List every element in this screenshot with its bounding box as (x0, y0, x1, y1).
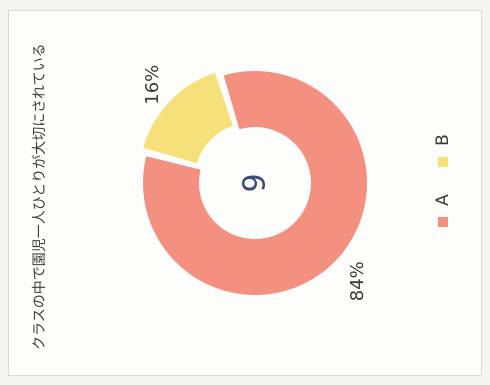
chart-frame (8, 10, 482, 376)
data-label-A: 84% (347, 261, 368, 301)
slice-B (143, 72, 233, 164)
legend-label-A: A (433, 194, 453, 206)
legend-swatch-B (438, 157, 448, 167)
slice-A (143, 70, 367, 295)
center-label: 9 (238, 173, 273, 192)
legend-label-B: B (433, 134, 453, 146)
data-label-B: 16% (142, 65, 163, 105)
legend-swatch-A (438, 217, 448, 227)
